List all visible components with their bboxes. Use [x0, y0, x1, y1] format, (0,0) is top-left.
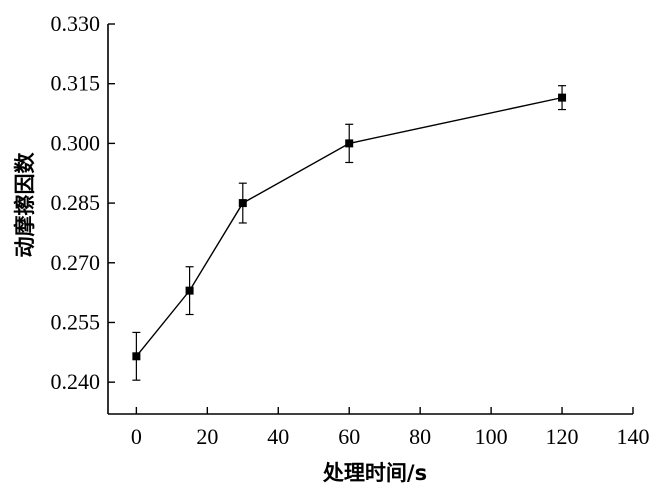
- x-tick-label: 140: [617, 424, 650, 449]
- y-tick-label: 0.300: [51, 130, 101, 155]
- x-tick-label: 40: [267, 424, 289, 449]
- y-axis-label: 动摩擦因数: [13, 152, 37, 258]
- data-point: [558, 93, 567, 102]
- data-point: [132, 352, 141, 361]
- y-tick-label: 0.240: [51, 369, 101, 394]
- y-tick-label: 0.270: [51, 250, 101, 275]
- x-axis-label: 处理时间/s: [322, 461, 427, 485]
- y-tick-label: 0.285: [51, 190, 101, 215]
- y-tick-label: 0.330: [51, 11, 101, 36]
- x-ticks: 0 20 40 60 80 100 120 140: [131, 407, 650, 449]
- x-tick-label: 60: [338, 424, 360, 449]
- x-tick-label: 0: [131, 424, 142, 449]
- series: [132, 85, 567, 381]
- data-point: [238, 199, 247, 208]
- y-ticks: 0.240 0.255 0.270 0.285 0.300 0.315 0.330: [51, 11, 115, 394]
- data-point: [345, 139, 354, 148]
- y-tick-label: 0.315: [51, 71, 101, 96]
- x-tick-label: 20: [196, 424, 218, 449]
- data-point: [185, 286, 194, 295]
- x-tick-label: 100: [475, 424, 508, 449]
- x-tick-label: 120: [546, 424, 579, 449]
- axes: [107, 24, 633, 415]
- y-tick-label: 0.255: [51, 309, 101, 334]
- x-tick-label: 80: [409, 424, 431, 449]
